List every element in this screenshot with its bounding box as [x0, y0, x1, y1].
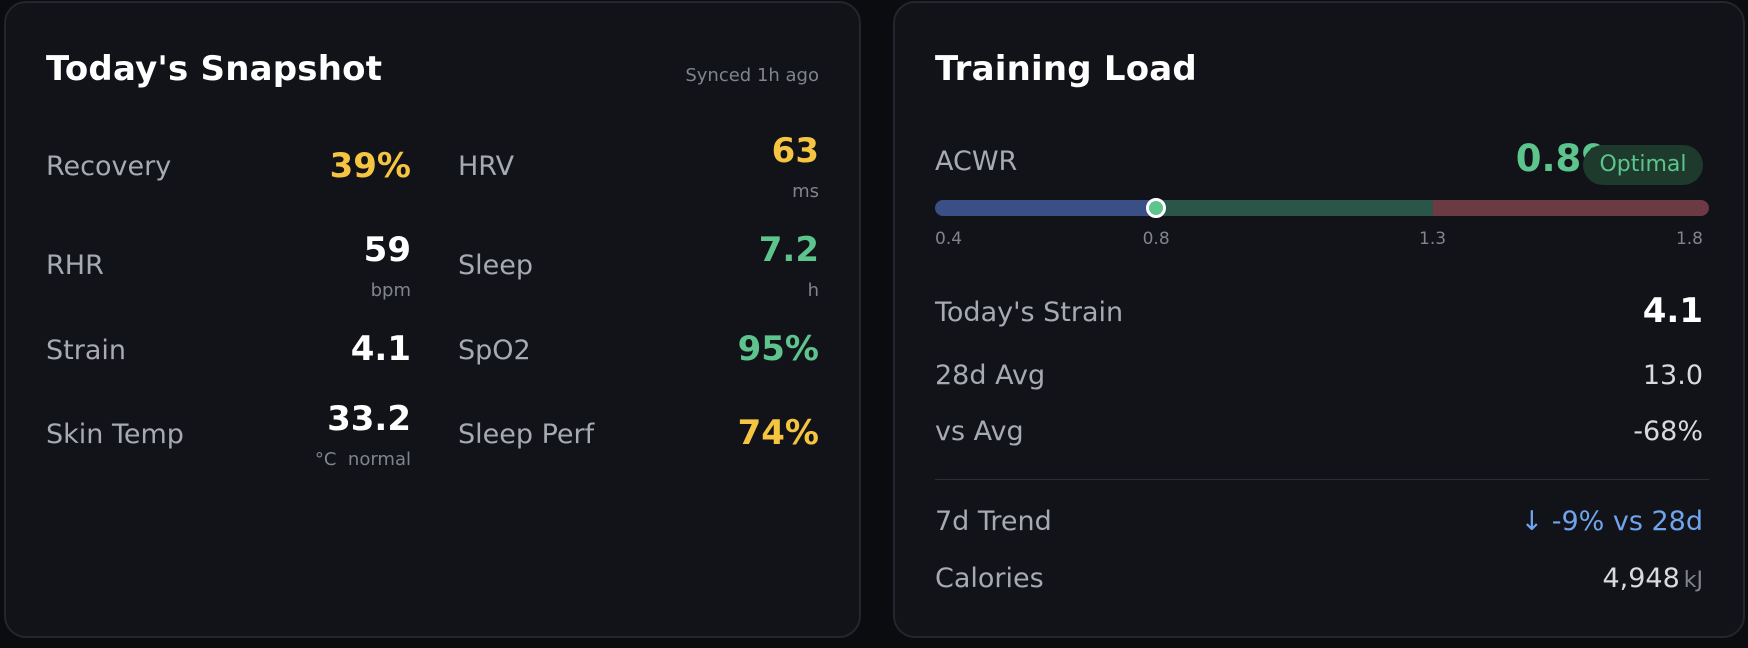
recovery-label: Recovery [46, 151, 172, 182]
avg-28d-label: 28d Avg [935, 360, 1046, 391]
acwr-zone-high [1432, 200, 1709, 216]
acwr-gauge-bar [935, 200, 1709, 216]
vs-avg-value: -68% [1633, 416, 1703, 447]
rhr-label: RHR [46, 250, 104, 281]
sleep-unit: h [807, 280, 819, 301]
hrv-label: HRV [458, 151, 515, 182]
avg-28d-value: 13.0 [1642, 360, 1703, 391]
calories-unit: kJ [1683, 568, 1703, 593]
training-title: Training Load [935, 49, 1197, 89]
divider [935, 479, 1709, 480]
sync-status: Synced 1h ago [685, 65, 819, 86]
sleep-perf-label: Sleep Perf [458, 419, 595, 450]
todays-snapshot-card: Today's Snapshot Synced 1h ago Recovery … [4, 1, 861, 638]
todays-strain-value: 4.1 [1642, 291, 1703, 331]
hrv-value: 63 [771, 131, 819, 171]
calories-label: Calories [935, 563, 1044, 594]
acwr-tick: 0.4 [935, 229, 963, 249]
snapshot-title: Today's Snapshot [46, 49, 383, 89]
strain-value: 4.1 [350, 329, 411, 369]
todays-strain-label: Today's Strain [935, 297, 1124, 328]
acwr-status-badge: Optimal [1583, 145, 1703, 185]
skin-temp-unit: °C normal [314, 449, 411, 470]
acwr-zone-low [935, 200, 1157, 216]
spo2-label: SpO2 [458, 335, 531, 366]
acwr-marker [1146, 198, 1167, 218]
sleep-label: Sleep [458, 250, 534, 281]
recovery-value: 39% [329, 146, 411, 186]
acwr-label: ACWR [935, 146, 1018, 177]
sleep-perf-value: 74% [737, 413, 819, 453]
trend-7d-value: ↓ -9% vs 28d [1520, 506, 1704, 537]
calories-row: 4,948 kJ [1602, 563, 1703, 594]
acwr-tick: 1.3 [1419, 229, 1447, 249]
acwr-zone-optimal [1156, 200, 1433, 216]
trend-7d-label: 7d Trend [935, 506, 1052, 537]
skin-temp-label: Skin Temp [46, 419, 184, 450]
calories-value: 4,948 [1602, 563, 1680, 594]
training-load-card: Training Load ACWR 0.89 Optimal 0.4 0.8 … [893, 1, 1745, 638]
spo2-value: 95% [737, 329, 819, 369]
sleep-value: 7.2 [758, 230, 819, 270]
strain-label: Strain [46, 335, 126, 366]
skin-temp-value: 33.2 [327, 399, 411, 439]
acwr-tick: 0.8 [1142, 229, 1170, 249]
vs-avg-label: vs Avg [935, 416, 1024, 447]
hrv-unit: ms [792, 181, 819, 202]
acwr-tick: 1.8 [1675, 229, 1703, 249]
rhr-value: 59 [363, 230, 411, 270]
rhr-unit: bpm [370, 280, 411, 301]
